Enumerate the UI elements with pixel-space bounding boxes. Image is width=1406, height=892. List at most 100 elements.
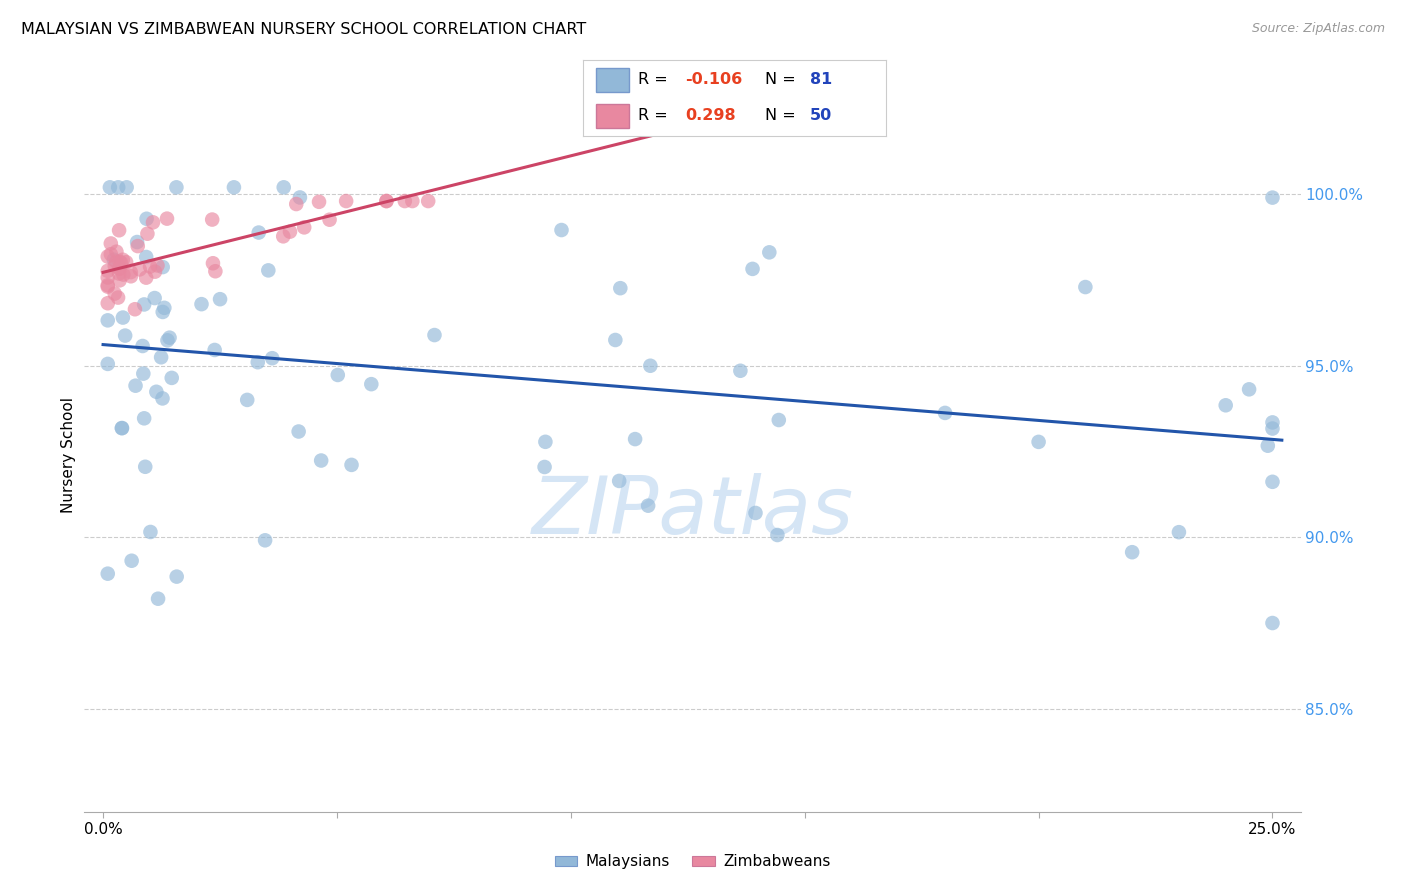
Point <box>107 291 129 305</box>
Point <box>105 254 128 268</box>
Point <box>1261 191 1284 205</box>
Point <box>152 305 174 319</box>
Point <box>254 533 277 548</box>
Text: 50: 50 <box>810 108 832 123</box>
Point <box>165 180 187 194</box>
Point <box>637 499 659 513</box>
Point <box>201 212 224 227</box>
Point <box>201 256 224 270</box>
Point <box>607 474 630 488</box>
Point <box>127 235 149 249</box>
Point <box>124 378 146 392</box>
Point <box>160 371 183 385</box>
Point <box>105 244 128 259</box>
Text: Source: ZipAtlas.com: Source: ZipAtlas.com <box>1251 22 1385 36</box>
Point <box>135 250 157 264</box>
Point <box>375 194 398 208</box>
Point <box>115 180 138 194</box>
Point <box>640 359 662 373</box>
Point <box>204 264 226 278</box>
Legend: Malaysians, Zimbabweans: Malaysians, Zimbabweans <box>548 848 837 875</box>
Point <box>111 421 134 435</box>
Point <box>308 194 330 209</box>
Point <box>114 328 136 343</box>
Text: N =: N = <box>765 72 796 87</box>
Point <box>1257 439 1279 453</box>
Point <box>1074 280 1097 294</box>
Text: N =: N = <box>765 108 796 123</box>
Point <box>534 434 557 449</box>
Point <box>375 194 398 208</box>
Point <box>1261 421 1284 435</box>
Point <box>1261 615 1284 630</box>
Point <box>97 566 120 581</box>
Point <box>209 292 232 306</box>
Point <box>156 334 179 348</box>
Point <box>287 425 309 439</box>
Point <box>145 384 167 399</box>
Point <box>127 239 149 253</box>
Point <box>131 339 153 353</box>
Point <box>766 528 789 542</box>
Point <box>120 265 142 279</box>
Point <box>108 273 131 287</box>
Point <box>136 227 159 241</box>
Point <box>111 310 134 325</box>
Text: R =: R = <box>638 108 668 123</box>
Point <box>97 264 120 278</box>
Point <box>1167 525 1189 540</box>
Point <box>97 270 120 285</box>
Point <box>934 406 956 420</box>
Point <box>121 554 143 568</box>
Point <box>111 252 134 267</box>
Point <box>1261 416 1284 430</box>
Point <box>112 268 135 282</box>
Point <box>166 569 188 583</box>
Point <box>103 252 125 267</box>
Point <box>401 194 423 208</box>
Point <box>135 211 157 226</box>
Text: 0.298: 0.298 <box>685 108 735 123</box>
Point <box>110 255 132 269</box>
Point <box>139 260 162 274</box>
Point <box>97 278 120 293</box>
Text: R =: R = <box>638 72 668 87</box>
Point <box>135 270 157 285</box>
Point <box>115 255 138 269</box>
Point <box>1215 398 1237 412</box>
Point <box>247 226 270 240</box>
Point <box>288 190 311 204</box>
Point <box>108 223 131 237</box>
Point <box>152 260 174 274</box>
Point <box>204 343 226 357</box>
Point <box>741 261 763 276</box>
Point <box>124 302 146 317</box>
Point <box>139 524 162 539</box>
Point <box>111 421 134 435</box>
Point <box>624 432 647 446</box>
Point <box>257 263 280 277</box>
Point <box>360 377 382 392</box>
Point <box>1237 382 1260 396</box>
Point <box>1121 545 1143 559</box>
Point <box>278 225 301 239</box>
Point <box>150 351 173 365</box>
Point <box>104 259 127 273</box>
Point <box>108 261 131 276</box>
Point <box>1261 475 1284 489</box>
Point <box>134 411 156 425</box>
Point <box>100 236 122 251</box>
Point <box>758 245 780 260</box>
Point <box>318 212 340 227</box>
Point <box>340 458 363 472</box>
Point <box>97 357 120 371</box>
Point <box>97 250 120 264</box>
Point <box>156 211 179 226</box>
Point <box>309 453 332 467</box>
Point <box>98 180 121 194</box>
Point <box>605 333 627 347</box>
FancyBboxPatch shape <box>596 68 628 93</box>
Point <box>730 364 752 378</box>
Point <box>768 413 790 427</box>
Point <box>550 223 572 237</box>
